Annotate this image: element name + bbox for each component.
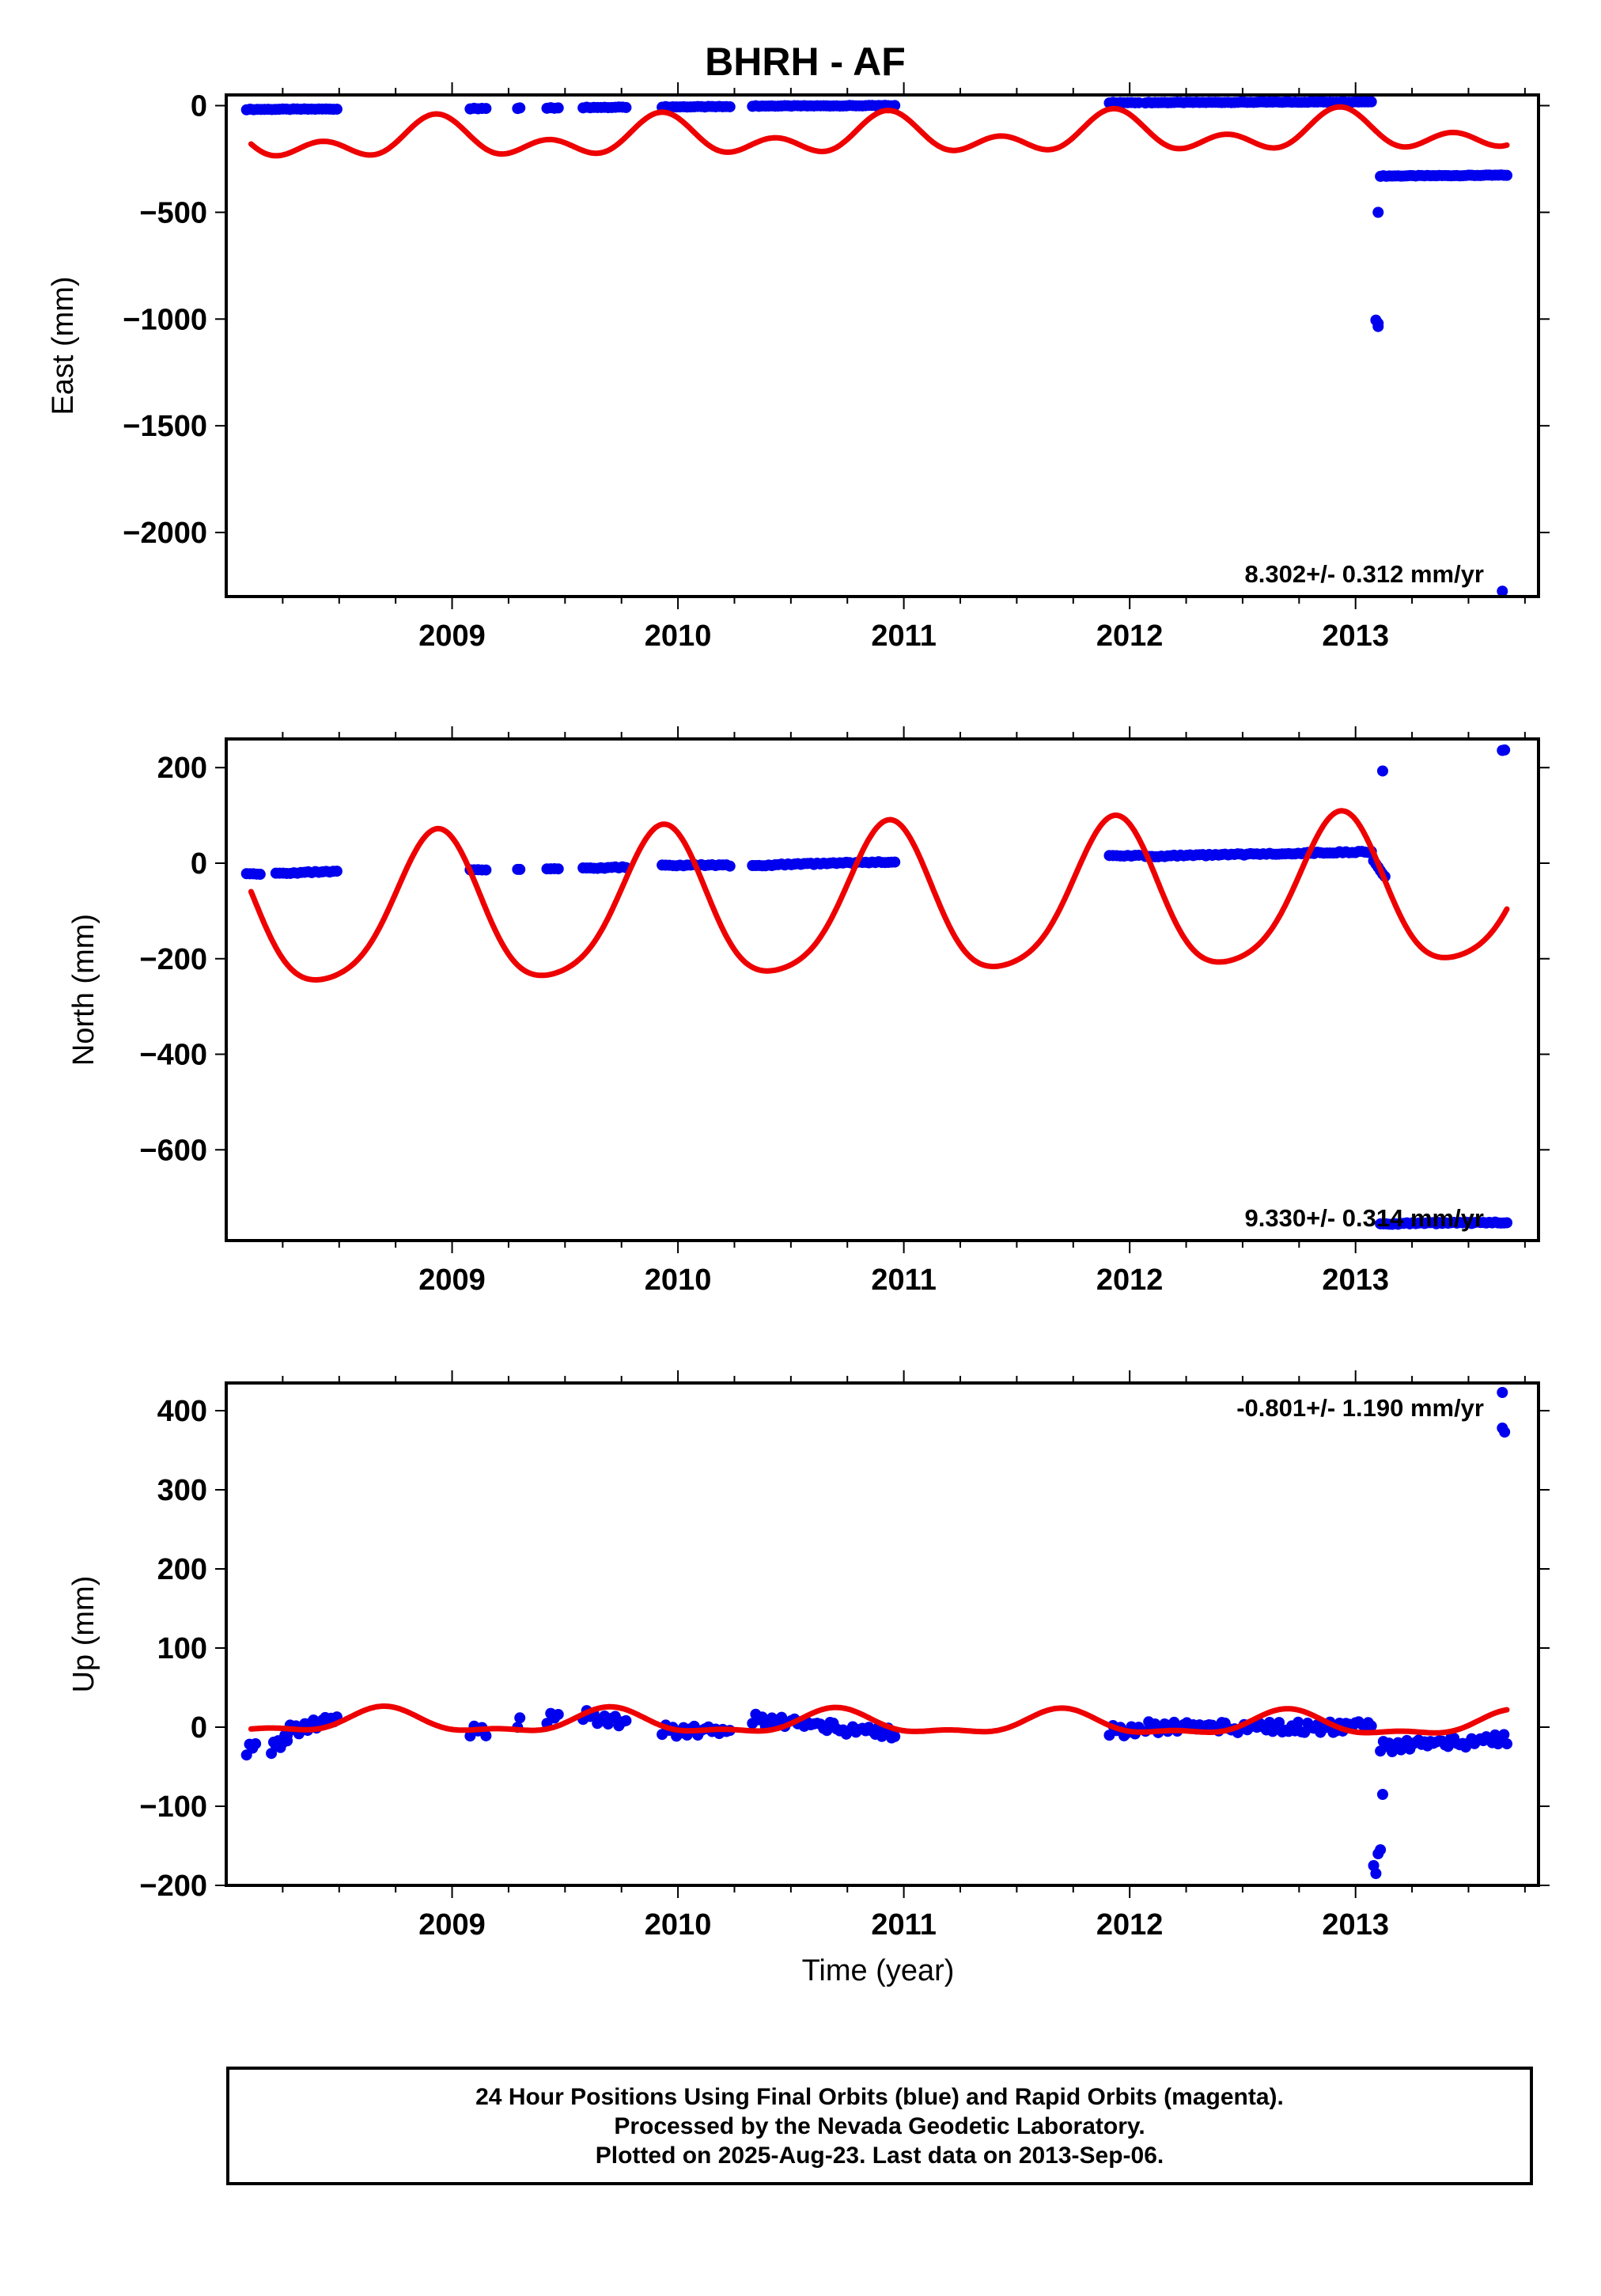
x-tick-label: 2011 — [871, 1264, 936, 1297]
data-point — [1372, 320, 1384, 332]
data-point — [724, 860, 736, 872]
x-tick-label: 2009 — [418, 619, 486, 653]
data-point — [889, 856, 901, 868]
chart-title: BHRH - AF — [705, 40, 906, 84]
data-point — [514, 1712, 526, 1724]
data-point — [1499, 1426, 1511, 1438]
x-tick-label: 2013 — [1322, 1908, 1389, 1942]
y-tick-label: −600 — [139, 1134, 207, 1167]
data-point — [1372, 206, 1384, 218]
data-point — [552, 102, 564, 114]
y-tick-label: 400 — [157, 1395, 207, 1428]
rate-label: 9.330+/- 0.314 mm/yr — [1245, 1204, 1484, 1232]
footer-box: 24 Hour Positions Using Final Orbits (bl… — [226, 2067, 1533, 2185]
data-point — [1501, 1217, 1513, 1229]
y-axis-label: North (mm) — [67, 914, 100, 1066]
y-tick-label: 200 — [157, 752, 207, 785]
x-tick-label: 2009 — [418, 1908, 486, 1942]
y-tick-label: 300 — [157, 1474, 207, 1507]
footer-line-2: Processed by the Nevada Geodetic Laborat… — [614, 2112, 1145, 2139]
y-tick-label: −200 — [139, 1870, 207, 1903]
x-tick-label: 2013 — [1322, 619, 1389, 653]
data-point — [514, 863, 526, 875]
data-point — [464, 1730, 476, 1742]
data-point — [480, 864, 492, 876]
data-point — [480, 103, 492, 115]
data-point — [889, 1730, 901, 1742]
data-point — [724, 100, 736, 112]
y-tick-label: −200 — [139, 943, 207, 976]
data-point — [1376, 1789, 1388, 1800]
x-tick-label: 2010 — [645, 1908, 712, 1942]
data-point — [1497, 1387, 1508, 1398]
x-tick-label: 2012 — [1096, 1264, 1164, 1297]
plot-area — [240, 744, 1513, 1230]
y-tick-label: −1000 — [123, 303, 207, 336]
x-tick-label: 2009 — [418, 1264, 486, 1297]
y-tick-label: −2000 — [123, 517, 207, 550]
plot-area — [240, 1387, 1513, 1879]
x-tick-label: 2010 — [645, 619, 712, 653]
x-tick-label: 2010 — [645, 1264, 712, 1297]
east-panel: 2009 2010 2011 2012 2013 0 −500 −1000 −1500 −2000… — [47, 82, 1550, 653]
rate-label: 8.302+/- 0.312 mm/yr — [1245, 560, 1484, 588]
y-axis-label: East (mm) — [47, 276, 80, 415]
x-tick-label: 2012 — [1096, 619, 1164, 653]
fit-curve — [248, 808, 1510, 983]
data-point — [1499, 744, 1511, 756]
plot-area — [240, 96, 1513, 597]
y-tick-label: −100 — [139, 1790, 207, 1824]
data-point — [620, 101, 632, 113]
rate-label: -0.801+/- 1.190 mm/yr — [1236, 1394, 1484, 1422]
data-point — [1501, 169, 1513, 181]
y-tick-label: 200 — [157, 1553, 207, 1586]
fit-curve — [248, 104, 1510, 159]
x-tick-label: 2011 — [871, 619, 936, 653]
data-point — [1370, 1868, 1382, 1879]
x-tick-label: 2011 — [871, 1908, 936, 1942]
x-tick-label: 2013 — [1322, 1264, 1389, 1297]
data-point — [1274, 1717, 1285, 1729]
data-point — [1497, 585, 1508, 597]
data-point — [514, 102, 526, 114]
y-tick-label: −1500 — [123, 410, 207, 443]
data-point — [620, 1714, 632, 1726]
data-point — [552, 1708, 564, 1720]
up-panel: 2009 2010 2011 2012 2013 400 300 200 100 0 −100 −20… — [67, 1370, 1550, 1942]
data-point — [1442, 1741, 1454, 1752]
data-point — [480, 1730, 492, 1741]
data-point — [254, 869, 266, 881]
y-tick-label: 0 — [191, 89, 207, 123]
data-point — [331, 866, 343, 877]
x-axis-label: Time (year) — [802, 1954, 955, 1987]
footer-line-3: Plotted on 2025-Aug-23. Last data on 201… — [595, 2142, 1164, 2169]
y-axis-label: Up (mm) — [67, 1576, 100, 1693]
data-point — [331, 103, 343, 115]
y-tick-label: −500 — [139, 196, 207, 229]
plot-frame — [225, 737, 1540, 1242]
x-tick-label: 2012 — [1096, 1908, 1164, 1942]
data-point — [1365, 1720, 1377, 1732]
y-tick-label: 0 — [191, 847, 207, 881]
north-panel: 2009 2010 2011 2012 2013 200 0 −200 −400 −600 Nort… — [67, 726, 1550, 1297]
data-point — [1293, 1716, 1304, 1728]
y-tick-label: 0 — [191, 1711, 207, 1745]
data-point — [250, 1737, 262, 1749]
y-tick-label: 100 — [157, 1632, 207, 1665]
plot-frame — [225, 93, 1540, 598]
data-point — [552, 863, 564, 875]
plot-frame — [225, 1381, 1540, 1887]
y-tick-label: −400 — [139, 1039, 207, 1072]
data-point — [1498, 1729, 1510, 1741]
data-point — [1376, 765, 1388, 777]
fit-curve — [248, 1703, 1510, 1736]
data-point — [1501, 1738, 1513, 1750]
data-point — [1365, 96, 1377, 108]
data-point — [1375, 1844, 1387, 1855]
footer-line-1: 24 Hour Positions Using Final Orbits (bl… — [475, 2083, 1284, 2110]
